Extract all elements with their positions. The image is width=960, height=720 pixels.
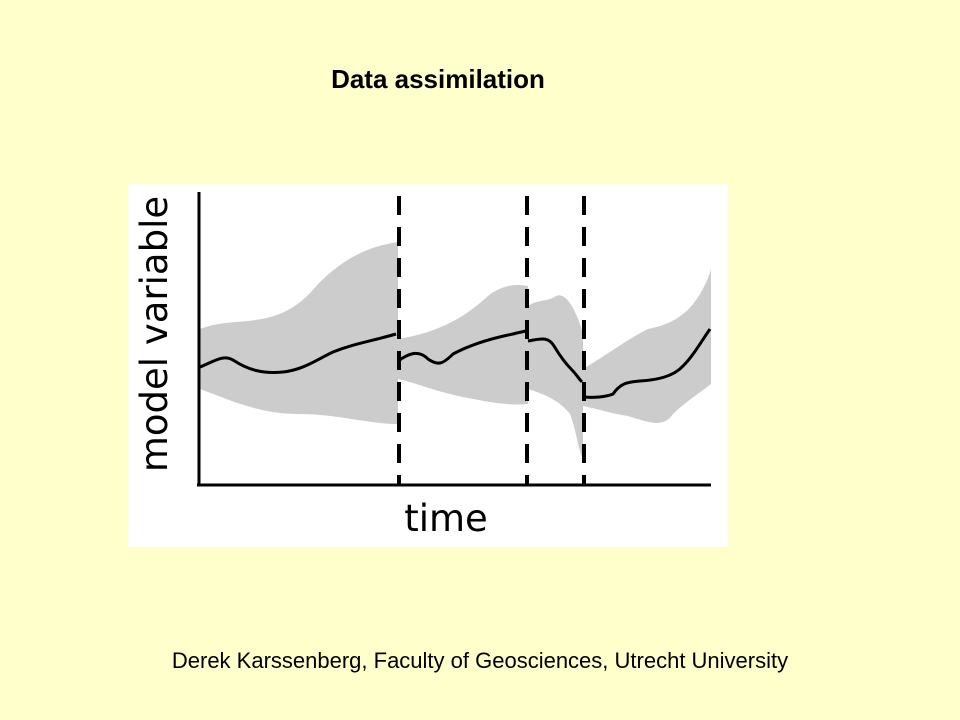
uncertainty-band-2	[398, 285, 528, 405]
diagram-svg: model variable time	[133, 192, 712, 540]
assimilation-diagram: model variable time	[128, 184, 728, 547]
uncertainty-band-3	[528, 295, 583, 459]
model-trajectory-4	[583, 328, 712, 399]
uncertainty-band-4	[583, 269, 711, 423]
author-credit: Derek Karssenberg, Faculty of Geoscience…	[171, 648, 789, 673]
uncertainty-band-1	[200, 242, 398, 424]
slide-title: Data assimilation	[331, 64, 545, 94]
model-trajectory-2	[397, 328, 529, 365]
x-axis-label: time	[404, 497, 488, 540]
model-trajectory-1	[199, 332, 397, 374]
y-axis-label: model variable	[133, 196, 176, 472]
model-trajectory-3	[527, 337, 584, 384]
